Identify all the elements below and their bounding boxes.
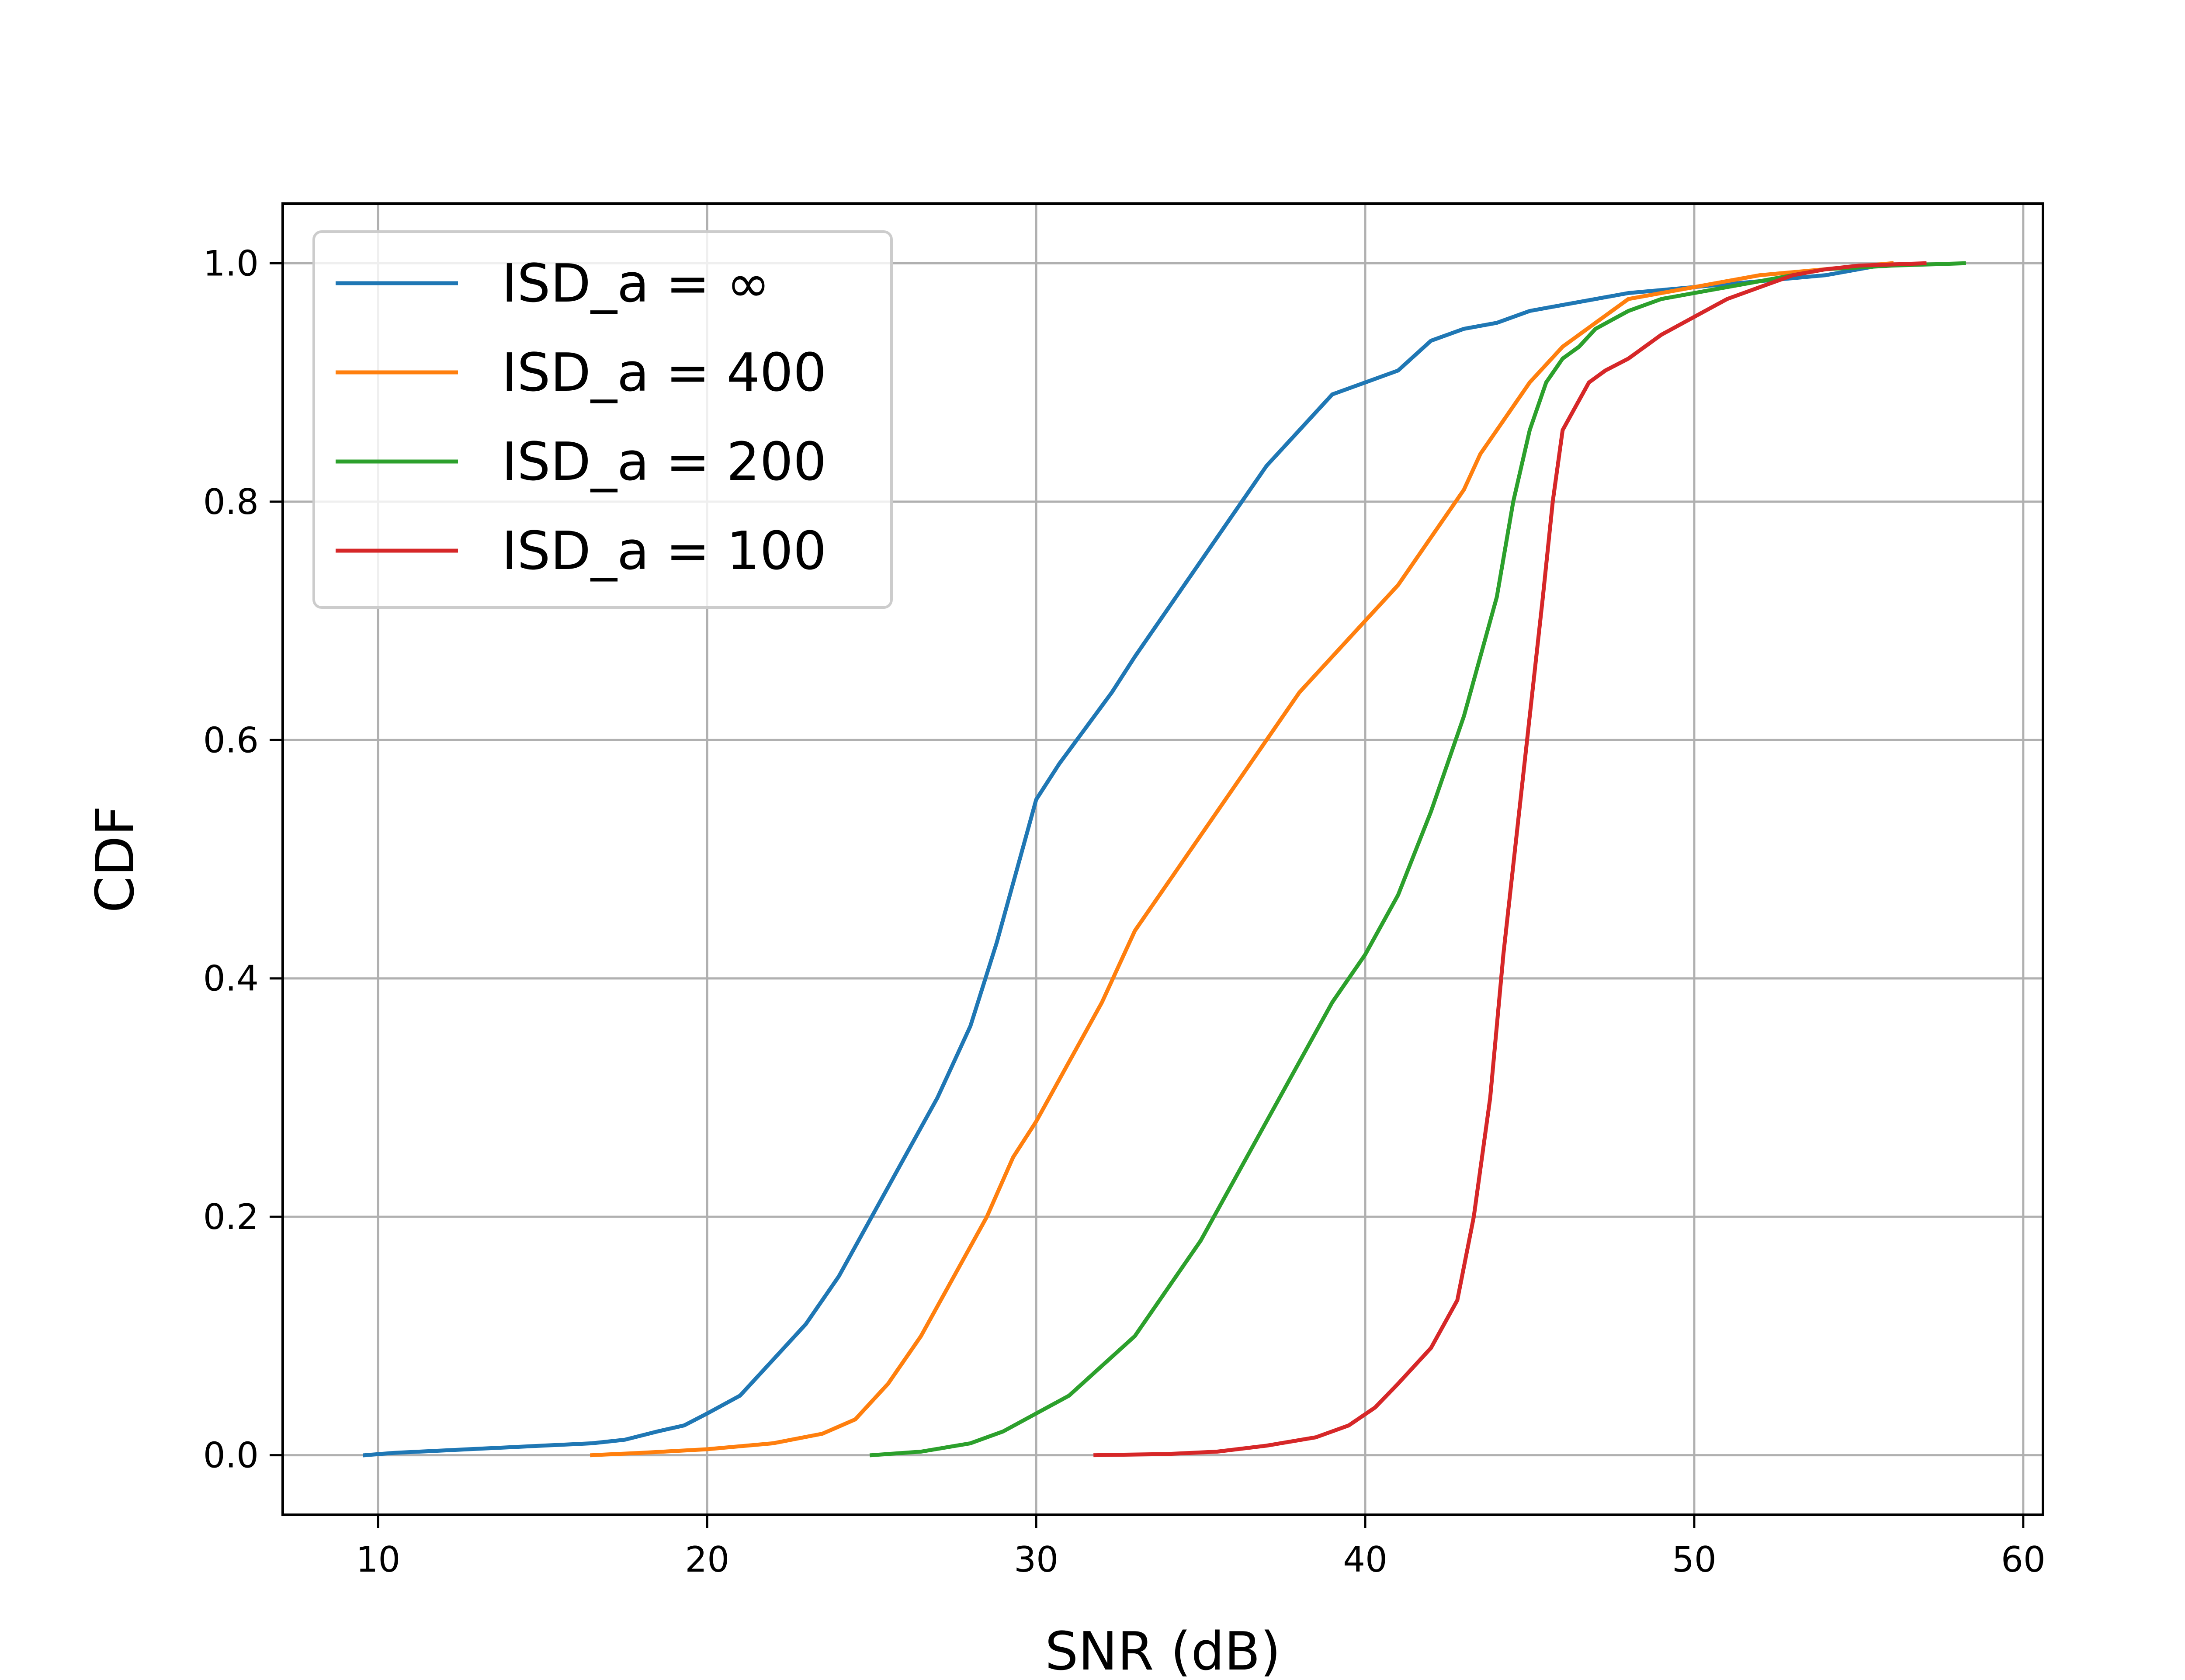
grid bbox=[283, 204, 2043, 1515]
y-tick-label: 0.2 bbox=[203, 1197, 259, 1237]
legend-label-2: ISD_a = 400 bbox=[502, 343, 826, 403]
x-tick-label: 60 bbox=[2001, 1539, 2046, 1580]
series-line-1 bbox=[363, 261, 1894, 1458]
series-line-2 bbox=[590, 261, 1894, 1458]
x-tick-label: 20 bbox=[685, 1539, 729, 1580]
legend-label-1: ISD_a = ∞ bbox=[502, 253, 770, 314]
y-tick-label: 1.0 bbox=[203, 243, 259, 284]
series-line-3 bbox=[869, 261, 1966, 1458]
y-tick-label: 0.8 bbox=[203, 482, 259, 522]
y-tick-label: 0.6 bbox=[203, 720, 259, 760]
x-tick-label: 30 bbox=[1014, 1539, 1058, 1580]
x-tick-label: 50 bbox=[1672, 1539, 1717, 1580]
y-axis-title: CDF bbox=[85, 805, 146, 913]
x-tick-label: 10 bbox=[356, 1539, 400, 1580]
legend: ISD_a = ∞ ISD_a = 400 ISD_a = 200 ISD_a = 1… bbox=[312, 230, 893, 609]
x-tick-label: 40 bbox=[1343, 1539, 1387, 1580]
series-line-4 bbox=[1093, 261, 1927, 1458]
y-tick-label: 0.0 bbox=[203, 1435, 259, 1476]
plot-area-frame bbox=[281, 202, 2044, 1516]
legend-label-3: ISD_a = 200 bbox=[502, 432, 826, 493]
series-lines bbox=[363, 261, 1966, 1458]
x-axis-title: SNR (dB) bbox=[1045, 1621, 1281, 1678]
y-tick-label: 0.4 bbox=[203, 958, 259, 999]
legend-label-4: ISD_a = 100 bbox=[502, 521, 826, 582]
axis-ticks: 10 20 30 40 50 60 0.0 0.2 0.4 0.6 0.8 1.0 bbox=[203, 243, 2046, 1580]
legend-box bbox=[312, 230, 893, 609]
